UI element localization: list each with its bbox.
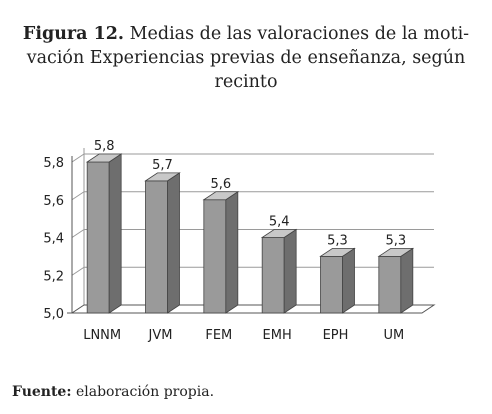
chart-floor xyxy=(70,304,436,314)
bar xyxy=(261,237,285,314)
bar xyxy=(203,199,227,314)
bar-side xyxy=(108,153,122,314)
bar-top xyxy=(260,229,298,238)
chart-axes xyxy=(67,148,436,314)
source-note: Fuente: elaboración propia. xyxy=(12,384,214,400)
y-tick-label: 5,2 xyxy=(43,269,64,284)
bar-side xyxy=(283,228,297,314)
gridline-side xyxy=(71,191,85,201)
x-category-label: JVM xyxy=(148,328,173,343)
figure-number: Figura 12. xyxy=(22,24,125,44)
x-category-label: FEM xyxy=(205,328,232,343)
x-category-label: LNNM xyxy=(83,328,121,343)
chart-bars xyxy=(85,153,415,314)
data-label: 5,4 xyxy=(269,215,290,230)
bar-side xyxy=(342,247,355,314)
bar xyxy=(145,180,168,314)
bar-top xyxy=(319,247,356,257)
bar-chart: 5,0 5,2 5,4 5,6 5,8 5,8 LNNM 5,7 JVM 5,6 FEM 5,4 EMH… xyxy=(43,139,436,343)
bar-top xyxy=(85,153,123,163)
bar-side xyxy=(400,247,414,314)
chart-labels: 5,0 5,2 5,4 5,6 5,8 5,8 LNNM 5,7 JVM 5,6 FEM 5,4 EMH… xyxy=(43,139,406,343)
data-label: 5,8 xyxy=(94,139,115,154)
figure-caption: Figura 12. Medias de las valoraciones de… xyxy=(20,22,472,94)
source-label: Fuente: xyxy=(12,384,72,400)
bar xyxy=(86,161,110,314)
bar-top xyxy=(377,247,415,257)
data-label: 5,6 xyxy=(210,177,231,192)
y-tick-label: 5,0 xyxy=(43,307,64,322)
bar-top xyxy=(202,191,240,201)
figure-title-part-3: recinto xyxy=(214,72,278,92)
data-label: 5,3 xyxy=(327,233,348,248)
bar xyxy=(378,255,402,314)
caption-line-1: Figura 12. Medias de las valoraciones de… xyxy=(20,22,472,46)
bar-side xyxy=(167,172,180,314)
y-tick-label: 5,4 xyxy=(43,232,64,247)
x-category-label: EPH xyxy=(323,328,349,343)
x-category-label: UM xyxy=(383,328,404,343)
gridline-side xyxy=(71,153,85,163)
gridline-side xyxy=(71,229,85,238)
source-text: elaboración propia. xyxy=(75,384,215,400)
gridline-side xyxy=(71,266,85,276)
figure-title-part-1: Medias de las valoraciones de la moti- xyxy=(129,24,470,44)
figure-title-part-2: vación Experiencias previas de enseñanza… xyxy=(26,48,466,68)
bar xyxy=(320,255,343,314)
chart-gridlines xyxy=(71,153,434,276)
y-tick-label: 5,6 xyxy=(43,194,64,209)
data-label: 5,3 xyxy=(385,233,406,248)
data-label: 5,7 xyxy=(152,158,173,173)
y-tick-label: 5,8 xyxy=(43,156,64,171)
bar-side xyxy=(225,191,239,314)
x-category-label: EMH xyxy=(263,328,292,343)
bar-top xyxy=(144,172,181,182)
